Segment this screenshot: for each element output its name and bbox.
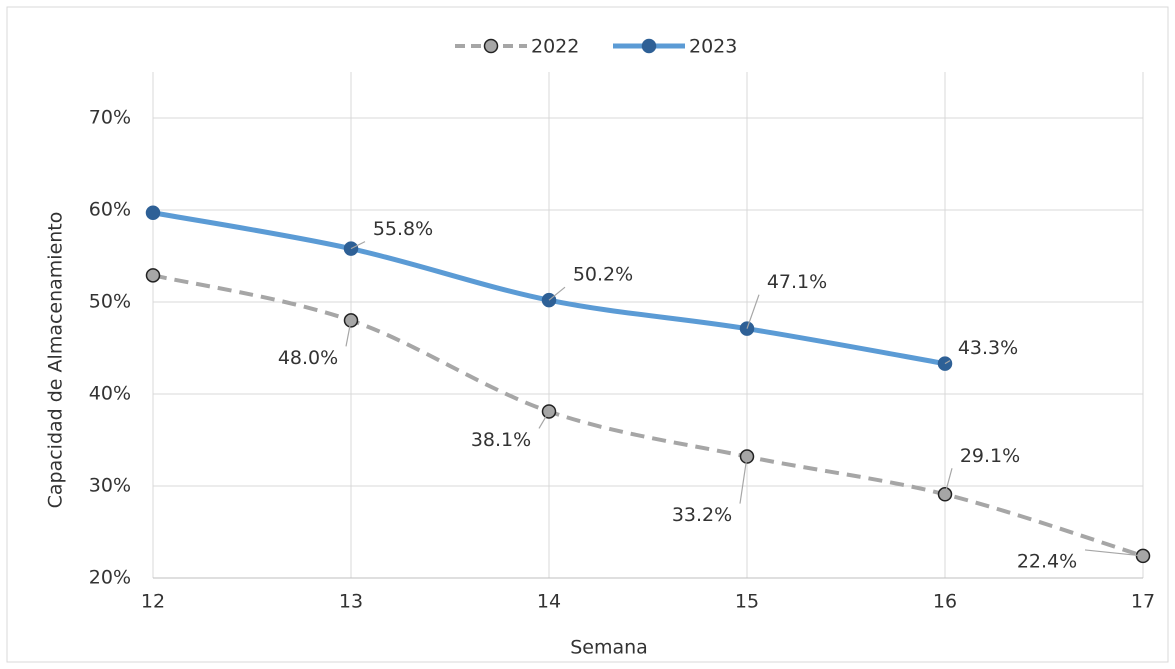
data-label: 33.2% <box>672 504 732 526</box>
leader-line <box>350 241 366 250</box>
data-label: 55.8% <box>373 218 433 240</box>
data-label: 47.1% <box>767 271 827 293</box>
x-tick-label: 15 <box>735 591 759 613</box>
y-tick-label: 40% <box>89 383 131 405</box>
legend-label: 2022 <box>531 36 579 58</box>
leader-line <box>746 294 760 329</box>
leader-line <box>345 320 352 347</box>
y-tick-label: 50% <box>89 291 131 313</box>
marker <box>145 268 161 283</box>
data-label: 48.0% <box>278 347 338 369</box>
leader-line <box>548 286 566 301</box>
y-tick-label: 60% <box>89 199 131 221</box>
x-axis-title: Semana <box>570 637 648 659</box>
legend-marker <box>483 38 499 54</box>
leader-line <box>944 360 951 365</box>
series-line <box>152 273 1144 558</box>
x-tick-label: 16 <box>933 591 957 613</box>
y-tick-label: 20% <box>89 567 131 589</box>
legend-marker <box>641 38 657 54</box>
y-axis-title: Capacidad de Almacenamiento <box>45 212 67 509</box>
leader-line <box>538 411 550 429</box>
y-tick-label: 70% <box>89 107 131 129</box>
data-label: 38.1% <box>471 429 531 451</box>
x-tick-label: 12 <box>141 591 165 613</box>
marker <box>145 205 161 221</box>
x-tick-label: 14 <box>537 591 561 613</box>
data-label: 43.3% <box>958 337 1018 359</box>
leader-line <box>944 468 953 495</box>
data-label: 29.1% <box>960 445 1020 467</box>
x-tick-label: 17 <box>1131 591 1155 613</box>
data-label: 50.2% <box>573 264 633 286</box>
leader-line <box>1084 549 1144 557</box>
chart-border <box>6 6 1169 663</box>
y-tick-label: 30% <box>89 475 131 497</box>
data-label: 22.4% <box>1017 550 1077 572</box>
x-tick-label: 13 <box>339 591 363 613</box>
legend-label: 2023 <box>689 36 737 58</box>
leader-line <box>739 456 748 504</box>
